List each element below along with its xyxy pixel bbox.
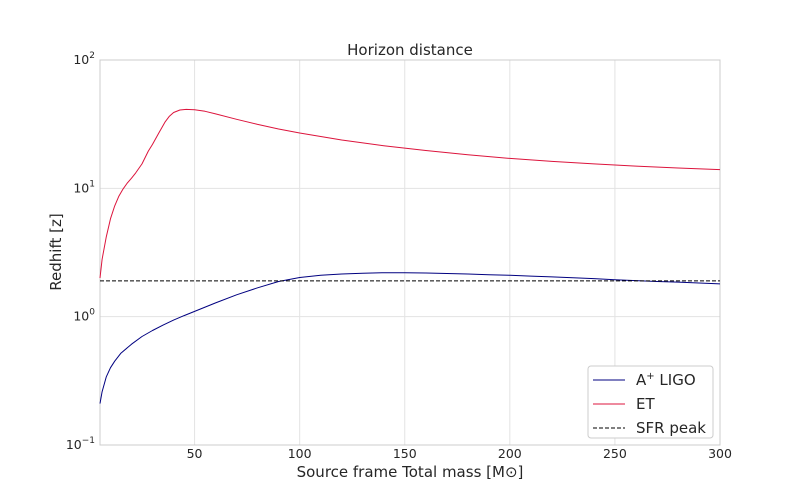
chart-title: Horizon distance (347, 41, 473, 59)
series-line-et (99, 108, 721, 279)
x-tick-label: 300 (708, 446, 732, 461)
y-tick-label: 102 (73, 51, 95, 67)
legend-label: SFR peak (636, 419, 706, 437)
legend-box (587, 365, 714, 439)
y-tick-label: 101 (73, 179, 95, 195)
x-tick-label: 50 (187, 446, 203, 461)
y-axis-label: Redhift [z] (47, 213, 65, 290)
plot-frame (99, 59, 721, 446)
y-tick-label: 100 (73, 308, 95, 324)
x-tick-labels: 50 100 150 200 250 300 (187, 446, 732, 461)
legend-label: ET (636, 395, 655, 413)
y-tick-labels: 10−1 100 101 102 (66, 51, 95, 452)
x-tick-label: 250 (603, 446, 627, 461)
series-lines (99, 108, 721, 404)
legend: A+ LIGO ET SFR peak (587, 365, 714, 439)
x-tick-label: 100 (288, 446, 312, 461)
x-tick-label: 200 (498, 446, 522, 461)
series-line-a-ligo (99, 272, 721, 404)
x-axis-label: Source frame Total mass [M⊙] (297, 463, 524, 481)
x-tick-label: 150 (393, 446, 417, 461)
legend-label: A+ LIGO (636, 371, 696, 389)
y-tick-label: 10−1 (66, 436, 95, 452)
